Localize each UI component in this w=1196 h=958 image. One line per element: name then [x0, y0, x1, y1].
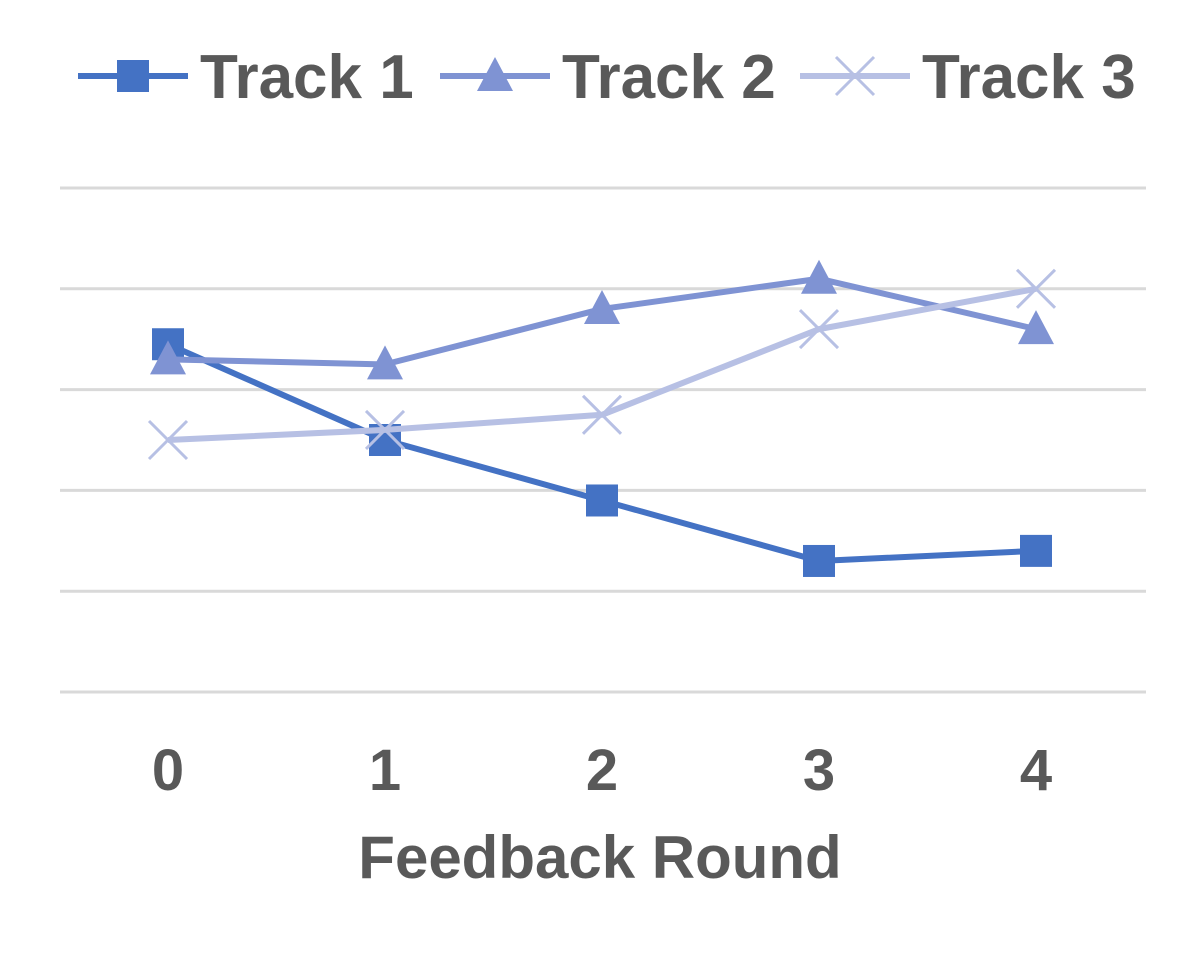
series-1-point-4	[1020, 534, 1052, 567]
x-tick-label: 1	[369, 738, 401, 803]
legend-marker	[477, 57, 513, 91]
legend-item-3: Track 3	[800, 43, 1136, 112]
series-group	[147, 259, 1057, 577]
series-3	[147, 268, 1057, 461]
legend: Track 1 Track 2 Track 3	[78, 43, 1136, 112]
series-3-point-0-stroke-b	[147, 419, 189, 461]
legend-label: Track 2	[562, 43, 776, 112]
series-3-point-1-stroke-b	[364, 409, 406, 450]
x-axis-title: Feedback Round	[358, 824, 841, 891]
series-3-point-4	[1015, 268, 1057, 309]
legend-item-1: Track 1	[78, 43, 414, 112]
series-3-point-3-stroke-b	[798, 309, 840, 350]
legend-marker-stroke-b	[834, 55, 876, 97]
x-tick-label: 4	[1020, 738, 1052, 803]
x-tick-label: 3	[803, 738, 835, 803]
series-1-point-2	[586, 484, 618, 517]
x-axis-ticks: 0 1 2 3 4	[152, 738, 1052, 803]
series-3-point-4-stroke-b	[1015, 268, 1057, 309]
legend-label: Track 1	[200, 43, 414, 112]
series-2-point-2	[584, 289, 620, 324]
series-3-point-2	[581, 394, 623, 435]
series-1-point-3	[803, 544, 835, 577]
series-1	[152, 328, 1052, 577]
series-1-line	[166, 341, 1037, 564]
series-2-point-4	[1018, 310, 1054, 345]
series-2-point-3	[801, 259, 837, 294]
series-2-point-1	[367, 345, 403, 380]
x-tick-label: 2	[586, 738, 618, 803]
legend-label: Track 3	[922, 43, 1136, 112]
legend-marker	[834, 55, 876, 97]
series-3-point-3	[798, 309, 840, 350]
series-3-point-0	[147, 419, 189, 461]
series-3-point-1	[364, 409, 406, 450]
x-tick-label: 0	[152, 738, 184, 803]
series-2-point-0	[150, 340, 186, 375]
series-2	[150, 259, 1054, 380]
series-3-point-2-stroke-b	[581, 394, 623, 435]
legend-item-2: Track 2	[440, 43, 776, 112]
legend-marker	[117, 60, 149, 92]
